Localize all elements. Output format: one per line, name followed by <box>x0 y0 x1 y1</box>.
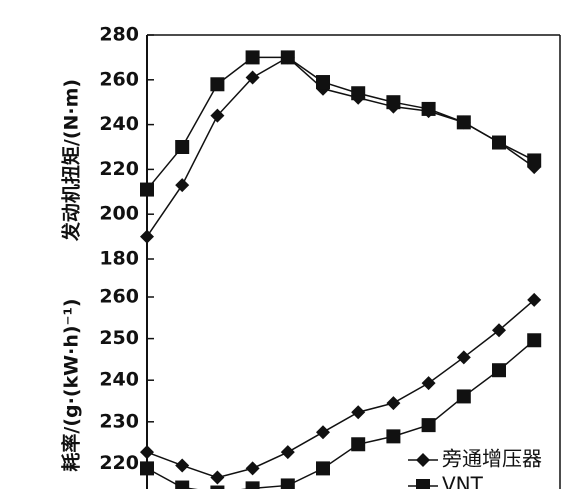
marker <box>245 50 260 65</box>
marker <box>421 418 436 433</box>
marker <box>527 333 542 348</box>
series-line <box>146 56 535 191</box>
y-tick-label: 240 <box>99 369 139 391</box>
marker <box>175 140 190 154</box>
series-line <box>146 56 535 238</box>
y-axis-label: 耗率/(g·(kW·h)⁻¹) <box>60 298 83 471</box>
y-tick-label: 180 <box>99 248 139 270</box>
marker <box>140 461 154 476</box>
marker <box>175 178 190 193</box>
legend-marker <box>416 479 430 489</box>
marker <box>280 478 295 489</box>
y-tick-label: 240 <box>99 113 139 135</box>
y-tick-label: 220 <box>99 452 139 474</box>
marker <box>421 376 436 391</box>
marker <box>316 425 330 440</box>
marker <box>280 50 295 65</box>
marker <box>316 75 330 90</box>
marker <box>492 323 506 338</box>
marker <box>492 135 506 150</box>
legend-label: VNT <box>442 473 484 489</box>
marker <box>245 70 260 85</box>
marker <box>175 458 190 473</box>
legend-label: 旁通增压器 <box>442 447 542 471</box>
marker <box>456 350 471 365</box>
marker <box>492 363 506 378</box>
y-tick-label: 220 <box>99 158 139 180</box>
marker <box>527 292 542 307</box>
series-line <box>146 299 535 479</box>
y-tick-label: 280 <box>99 24 139 46</box>
marker <box>140 229 154 244</box>
marker <box>280 445 295 460</box>
marker <box>351 437 366 452</box>
y-tick-label: 260 <box>99 286 139 308</box>
marker <box>527 153 542 168</box>
marker <box>210 470 225 485</box>
y-tick-label: 230 <box>99 410 139 432</box>
marker <box>316 461 330 476</box>
marker <box>175 480 190 489</box>
marker <box>456 389 471 404</box>
marker <box>421 101 436 116</box>
y-tick-label: 200 <box>99 203 139 225</box>
marker <box>386 429 401 444</box>
y-tick-label: 250 <box>99 327 139 349</box>
legend-marker <box>416 453 430 467</box>
marker <box>386 95 401 110</box>
marker <box>351 405 366 420</box>
marker <box>386 396 401 411</box>
marker <box>245 481 260 489</box>
marker <box>210 108 225 123</box>
marker <box>140 445 154 460</box>
marker <box>140 182 154 197</box>
marker <box>210 485 225 489</box>
y-axis-label: 发动机扭矩/(N·m) <box>60 79 83 242</box>
y-tick-label: 260 <box>99 68 139 90</box>
marker <box>245 461 260 476</box>
marker <box>351 86 366 101</box>
marker <box>456 115 471 130</box>
marker <box>210 77 225 92</box>
